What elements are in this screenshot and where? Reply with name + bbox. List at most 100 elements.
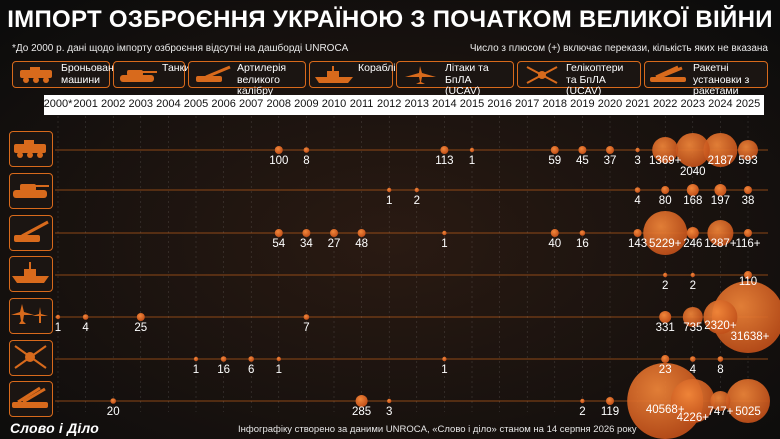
category-rocket-launchers: Ракетні установки з ракетами xyxy=(644,61,768,97)
category-label: Кораблі xyxy=(358,62,396,74)
year-label: 2004 xyxy=(156,98,181,110)
bubble xyxy=(387,187,392,193)
data-label: 80 xyxy=(659,195,672,207)
bubble xyxy=(193,356,199,362)
artillery-icon xyxy=(196,65,231,82)
page-title: ІМПОРТ ОЗБРОЄННЯ УКРАЇНОЮ З ПОЧАТКОМ ВЕЛ… xyxy=(7,6,773,33)
data-label: 116+ xyxy=(735,238,760,250)
bubble xyxy=(82,314,89,320)
bubble xyxy=(274,146,283,154)
data-label: 38 xyxy=(742,195,755,207)
category-armored-vehicles: Броньовані машини xyxy=(12,61,117,88)
bubble xyxy=(387,398,392,404)
year-label: 2021 xyxy=(625,98,650,110)
year-label: 2000* xyxy=(43,98,73,110)
data-label: 2 xyxy=(662,280,668,292)
row-ship-icon xyxy=(9,256,53,292)
bubble xyxy=(652,137,679,163)
data-label: 16 xyxy=(576,238,589,250)
data-label: 20 xyxy=(107,406,120,418)
data-label: 1 xyxy=(193,364,199,376)
data-label: 1 xyxy=(441,364,447,376)
bubble xyxy=(580,398,585,404)
bubble xyxy=(550,229,559,237)
bubble xyxy=(744,271,752,279)
data-label: 1 xyxy=(55,322,61,334)
bubble xyxy=(633,229,642,237)
data-label: 59 xyxy=(548,155,561,167)
year-label: 2011 xyxy=(349,98,374,110)
data-label: 1 xyxy=(469,155,475,167)
bubble xyxy=(663,272,668,278)
data-label: 25 xyxy=(134,322,147,334)
bubble xyxy=(690,272,695,278)
year-label: 2020 xyxy=(597,98,623,110)
row-artillery-icon xyxy=(9,215,53,251)
data-label: 54 xyxy=(272,238,285,250)
data-label: 3 xyxy=(386,406,392,418)
bubble xyxy=(550,146,559,154)
note-left: *До 2000 р. дані щодо імпорту озброєння … xyxy=(12,43,349,54)
category-label: Літаки та БпЛА (UCAV) xyxy=(445,62,489,97)
data-label: 143 xyxy=(628,238,647,250)
data-label: 4 xyxy=(690,364,697,376)
data-label: 285 xyxy=(352,406,371,418)
year-label: 2024 xyxy=(708,98,733,110)
row-rocket-launcher-icon xyxy=(9,381,53,417)
bubble xyxy=(355,395,368,407)
category-tanks: Танки xyxy=(113,61,190,88)
bubble xyxy=(710,391,731,411)
bubble xyxy=(686,227,699,239)
data-label: 2040 xyxy=(680,166,706,178)
bubble xyxy=(738,140,758,160)
data-label: 34 xyxy=(300,238,313,250)
data-label: 40568+ xyxy=(646,404,685,416)
category-label: Броньовані машини xyxy=(61,62,117,86)
year-label: 2008 xyxy=(266,98,292,110)
bubble xyxy=(634,187,641,193)
bubble xyxy=(703,133,738,167)
bubble xyxy=(670,379,715,423)
data-label: 8 xyxy=(717,364,723,376)
data-label: 197 xyxy=(711,195,730,207)
data-label: 2187 xyxy=(708,155,734,167)
data-label: 7 xyxy=(303,322,309,334)
bubble xyxy=(248,356,254,362)
data-label: 735 xyxy=(683,322,702,334)
row-aircraft-icon xyxy=(9,298,53,334)
data-label: 100 xyxy=(269,155,288,167)
data-label: 37 xyxy=(604,155,617,167)
data-label: 2320+ xyxy=(704,320,737,332)
bubble xyxy=(136,313,145,321)
data-label: 246 xyxy=(683,238,702,250)
bubble xyxy=(714,184,727,196)
bubble xyxy=(712,281,780,353)
data-label: 110 xyxy=(739,276,757,288)
bubble xyxy=(578,146,587,154)
row-tank-icon xyxy=(9,173,53,209)
bubble xyxy=(686,184,699,196)
data-label: 1 xyxy=(386,195,392,207)
year-label: 2023 xyxy=(680,98,706,110)
bubble xyxy=(744,229,752,237)
bubble xyxy=(606,397,614,405)
year-label: 2009 xyxy=(294,98,319,110)
year-label: 2014 xyxy=(432,98,457,110)
year-label: 2005 xyxy=(183,98,209,110)
year-axis: 2000* 2001 2002 2003 2004 2005 2006 2007 2008 200… xyxy=(44,95,764,115)
bubble xyxy=(690,356,696,362)
year-label: 2002 xyxy=(100,98,126,110)
bubble xyxy=(606,146,614,154)
data-label: 1369+ xyxy=(649,155,682,167)
data-label: 593 xyxy=(738,155,757,167)
ship-icon xyxy=(315,66,353,83)
bubble xyxy=(661,355,670,363)
data-label: 2 xyxy=(690,280,696,292)
bubble xyxy=(744,186,752,194)
bubble xyxy=(220,356,227,362)
helicopter-icon xyxy=(526,66,558,84)
category-label: Ракетні установки з ракетами xyxy=(693,62,750,97)
data-label: 331 xyxy=(656,322,675,334)
data-label: 23 xyxy=(659,364,672,376)
bubble xyxy=(442,356,447,362)
